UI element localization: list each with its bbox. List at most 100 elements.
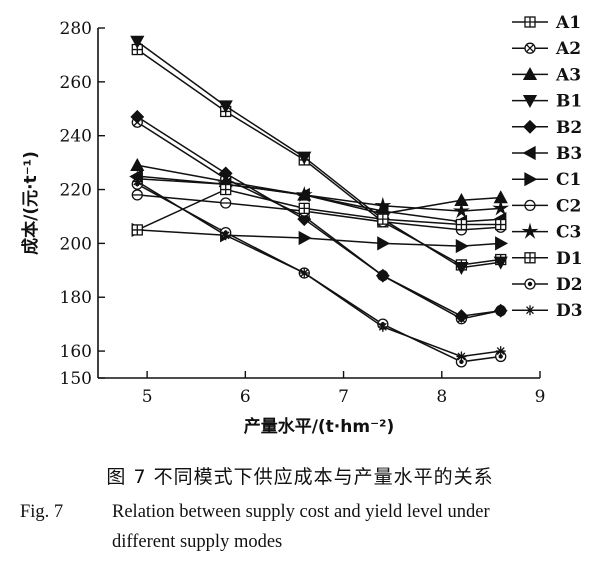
data-point-d3 xyxy=(495,346,506,357)
legend-marker-b2 xyxy=(523,119,537,134)
legend-label-d3: D3 xyxy=(556,301,583,321)
legend-label-a1: A1 xyxy=(555,13,581,33)
y-tick-label: 200 xyxy=(60,234,92,254)
data-point-d1 xyxy=(298,202,310,215)
data-point-c3 xyxy=(452,202,470,219)
legend-item-b3: B3 xyxy=(512,144,582,164)
data-point-c1 xyxy=(377,236,391,251)
legend-item-a1: A1 xyxy=(512,13,581,33)
series-line-d2 xyxy=(136,183,501,363)
series-line-c3 xyxy=(137,178,501,212)
data-point-c3 xyxy=(492,199,510,216)
data-point-b1 xyxy=(297,151,312,165)
legend-label-d2: D2 xyxy=(556,275,583,295)
series-line-c2 xyxy=(137,194,501,231)
legend-item-c1: C1 xyxy=(512,170,581,190)
data-point-b2 xyxy=(375,268,390,283)
legend-label-c3: C3 xyxy=(556,223,581,243)
y-axis-title: 成本/(元·t⁻¹) xyxy=(20,151,41,255)
data-point-b1 xyxy=(454,261,469,275)
legend-label-a3: A3 xyxy=(555,65,581,85)
legend-marker-c1 xyxy=(524,172,538,187)
data-point-a3 xyxy=(130,157,145,171)
x-tick-label: 9 xyxy=(535,387,546,407)
series-line-c1 xyxy=(137,229,501,247)
series-line-a1 xyxy=(136,48,501,266)
figure-caption-english-text: Relation between supply cost and yield l… xyxy=(112,502,490,522)
data-point-b1 xyxy=(130,35,145,49)
series-line-a2 xyxy=(136,121,501,320)
legend-item-d3: D3 xyxy=(512,301,583,321)
x-tick-label: 8 xyxy=(436,387,447,407)
series-line-d3 xyxy=(136,180,501,358)
series-d3 xyxy=(132,176,506,362)
data-point-d1 xyxy=(131,224,143,236)
legend-item-d1: D1 xyxy=(512,249,583,269)
data-point-c1 xyxy=(455,238,469,254)
legend-label-a2: A2 xyxy=(555,39,581,59)
data-point-d1 xyxy=(495,218,507,231)
y-tick-label: 260 xyxy=(60,73,92,93)
line-chart: 150 160 180 200 220 240 260 280 5 6 7 8 9 成本/(元·t⁻¹) 产… xyxy=(20,13,583,437)
figure-caption-english-line1: Fig. 7 Relation between supply cost and y… xyxy=(20,502,490,523)
data-point-c1 xyxy=(495,236,509,251)
legend-marker-d2 xyxy=(524,278,536,290)
legend-item-b1: B1 xyxy=(512,92,582,112)
series-line-b2 xyxy=(136,116,501,317)
series-d1 xyxy=(131,183,507,236)
legend-marker-d1 xyxy=(524,252,536,264)
y-tick-label: 160 xyxy=(60,342,92,362)
legend-item-a3: A3 xyxy=(512,65,581,85)
data-point-b2 xyxy=(493,303,508,318)
y-tick-label: 240 xyxy=(60,127,92,147)
legend-item-d2: D2 xyxy=(512,275,583,295)
data-point-d3 xyxy=(220,230,231,241)
legend-item-b2: B2 xyxy=(512,118,582,138)
legend-marker-c2 xyxy=(524,199,536,212)
data-point-d1 xyxy=(377,213,389,225)
legend-label-c1: C1 xyxy=(556,170,581,190)
data-point-b2 xyxy=(297,212,312,227)
data-point-d1 xyxy=(455,218,468,231)
legend-label-c2: C2 xyxy=(556,196,581,216)
x-tick-label: 7 xyxy=(338,387,349,407)
figure-label: Fig. 7 xyxy=(20,502,64,522)
chart-legend: A1 A2 A3 B1 B2 B3 C1 C2 C3 D1 D2 D3 xyxy=(512,13,583,321)
data-point-b2 xyxy=(454,309,469,323)
legend-marker-a3 xyxy=(522,67,538,81)
legend-marker-a2 xyxy=(524,42,536,54)
legend-marker-c3 xyxy=(521,222,539,239)
legend-marker-d3 xyxy=(525,305,535,316)
series-line-a3 xyxy=(137,164,501,215)
legend-marker-b1 xyxy=(522,94,538,108)
legend-item-c2: C2 xyxy=(512,196,581,216)
data-point-d3 xyxy=(456,351,467,362)
x-tick-label: 5 xyxy=(142,387,153,407)
data-point-d3 xyxy=(299,268,310,278)
data-point-d3 xyxy=(377,321,388,332)
data-point-c3 xyxy=(295,186,313,203)
chart-axes: 150 160 180 200 220 240 260 280 5 6 7 8 9 成本/(元·t⁻¹) 产… xyxy=(20,19,545,437)
y-tick-label: 150 xyxy=(60,369,92,389)
series-line-b1 xyxy=(136,40,501,269)
legend-marker-a1 xyxy=(524,16,536,28)
series-line-d1 xyxy=(136,188,501,231)
data-point-b1 xyxy=(218,100,233,114)
data-point-c1 xyxy=(298,230,312,246)
data-point-d1 xyxy=(220,183,232,196)
data-point-c2 xyxy=(131,189,143,201)
x-tick-label: 6 xyxy=(240,387,251,407)
data-point-c2 xyxy=(220,197,232,209)
legend-item-c3: C3 xyxy=(512,223,581,243)
series-b2 xyxy=(130,109,508,323)
legend-item-a2: A2 xyxy=(512,39,581,59)
y-tick-label: 280 xyxy=(60,19,92,39)
figure-caption-english-line2: different supply modes xyxy=(112,532,283,552)
data-point-b1 xyxy=(493,256,508,270)
legend-label-b1: B1 xyxy=(556,92,582,112)
chart-series xyxy=(128,35,510,368)
legend-label-b3: B3 xyxy=(556,144,582,164)
legend-label-b2: B2 xyxy=(556,118,582,138)
data-point-b2 xyxy=(130,109,145,124)
y-tick-label: 180 xyxy=(60,288,92,308)
